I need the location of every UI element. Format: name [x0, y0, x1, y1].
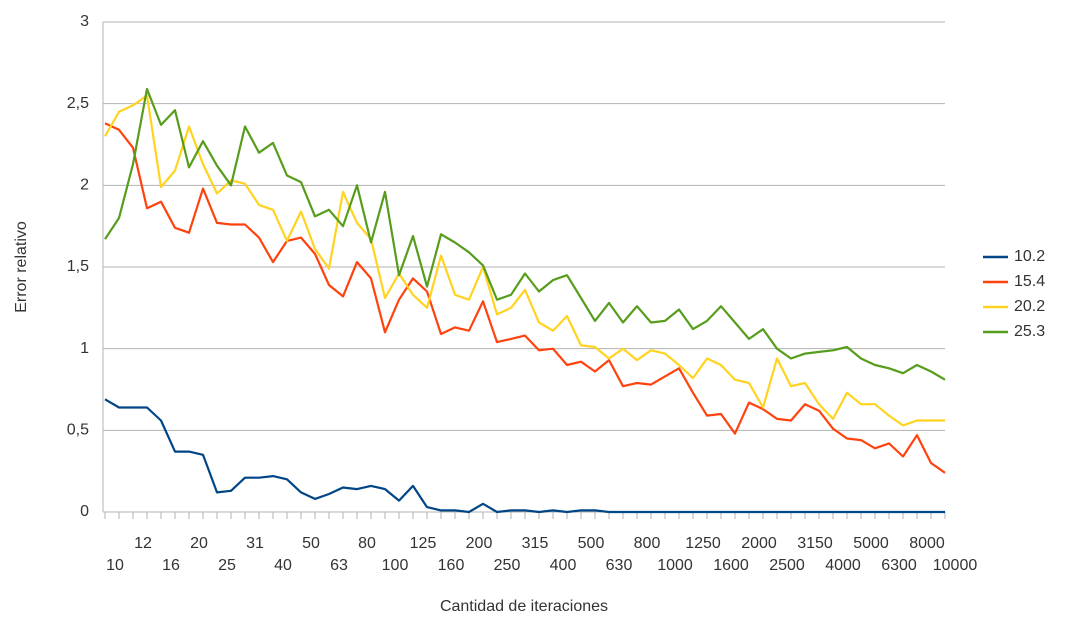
x-tick-label: 200: [466, 535, 493, 552]
x-tick-label: 800: [634, 535, 661, 552]
x-tick-label: 125: [410, 535, 437, 552]
x-tick-label: 160: [438, 557, 465, 574]
line-series: [104, 94, 945, 427]
x-tick-label: 12: [134, 535, 152, 552]
x-tick-label: 400: [550, 557, 577, 574]
x-tick-label: 2500: [769, 557, 805, 574]
x-tick-label: 10000: [933, 557, 978, 574]
legend-label: 10.2: [1014, 248, 1045, 265]
x-tick-label: 63: [330, 557, 348, 574]
x-tick-label: 4000: [825, 557, 861, 574]
y-tick-label: 0,5: [67, 422, 89, 439]
x-tick-label: 6300: [881, 557, 917, 574]
y-axis-title: Error relativo: [13, 221, 30, 313]
x-tick-label: 315: [522, 535, 549, 552]
x-tick-label: 3150: [797, 535, 833, 552]
x-tick-label: 250: [494, 557, 521, 574]
y-tick-label: 3: [80, 13, 89, 30]
x-axis-title: Cantidad de iteraciones: [440, 598, 608, 615]
x-tick-label: 1250: [685, 535, 721, 552]
x-tick-label: 2000: [741, 535, 777, 552]
legend-label: 20.2: [1014, 298, 1045, 315]
y-tick-label: 0: [80, 503, 89, 520]
x-tick-label: 80: [358, 535, 376, 552]
x-tick-label: 10: [106, 557, 124, 574]
line-series: [104, 398, 945, 514]
x-tick-label: 5000: [853, 535, 889, 552]
x-tick-label: 25: [218, 557, 236, 574]
y-tick-label: 2: [80, 177, 89, 194]
y-tick-label: 2,5: [67, 95, 89, 112]
x-tick-label: 100: [382, 557, 409, 574]
x-tick-label: 20: [190, 535, 208, 552]
line-series: [104, 87, 946, 381]
x-tick-label: 8000: [909, 535, 945, 552]
legend-label: 15.4: [1014, 273, 1045, 290]
x-tick-label: 16: [162, 557, 180, 574]
x-tick-label: 500: [578, 535, 605, 552]
x-tick-label: 40: [274, 557, 292, 574]
x-tick-label: 31: [246, 535, 264, 552]
x-tick-label: 1000: [657, 557, 693, 574]
legend-label: 25.3: [1014, 323, 1045, 340]
x-tick-label: 50: [302, 535, 320, 552]
y-tick-label: 1: [80, 340, 89, 357]
x-tick-label: 630: [606, 557, 633, 574]
x-tick-label: 1600: [713, 557, 749, 574]
y-tick-label: 1,5: [67, 258, 89, 275]
line-series: [104, 122, 946, 474]
